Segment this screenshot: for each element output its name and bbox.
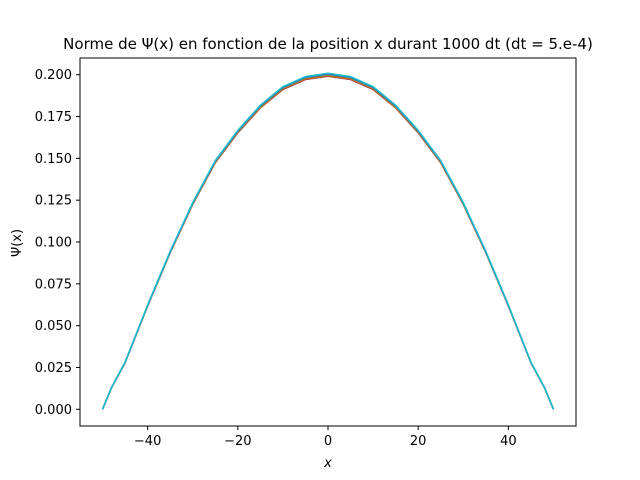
x-tick-label: 0: [324, 434, 332, 449]
y-tick-label: 0.050: [35, 319, 72, 334]
y-tick-label: 0.175: [35, 110, 72, 125]
plot-area: [79, 57, 577, 427]
x-tick-label: 40: [500, 434, 517, 449]
y-tick-label: 0.075: [35, 277, 72, 292]
x-tick-label: 20: [410, 434, 427, 449]
x-axis: −40 −20 0 20 40: [134, 426, 517, 449]
chart-title: Norme de Ψ(x) en fonction de la position…: [63, 35, 593, 53]
y-tick-label: 0.025: [35, 361, 72, 376]
series-line-2: [101, 74, 555, 410]
y-axis-label: Ψ(x): [10, 229, 25, 257]
x-tick-label: −40: [134, 434, 161, 449]
y-tick-label: 0.125: [35, 194, 72, 209]
y-tick-label: 0.000: [35, 403, 72, 418]
series-line-1: [101, 74, 555, 410]
y-tick-label: 0.150: [35, 152, 72, 167]
series-line-3: [101, 73, 555, 410]
x-tick-label: −20: [224, 434, 251, 449]
y-axis: 0.000 0.025 0.050 0.075 0.100 0.125 0.150 0.175…: [35, 68, 80, 418]
x-axis-label: x: [323, 456, 332, 471]
series-line-4: [101, 73, 555, 410]
series-line-6: [101, 72, 555, 410]
plot-frame: [79, 57, 577, 427]
series-line-5: [101, 72, 555, 410]
series-line-0: [101, 75, 555, 410]
y-tick-label: 0.200: [35, 68, 72, 83]
y-tick-label: 0.100: [35, 236, 72, 251]
